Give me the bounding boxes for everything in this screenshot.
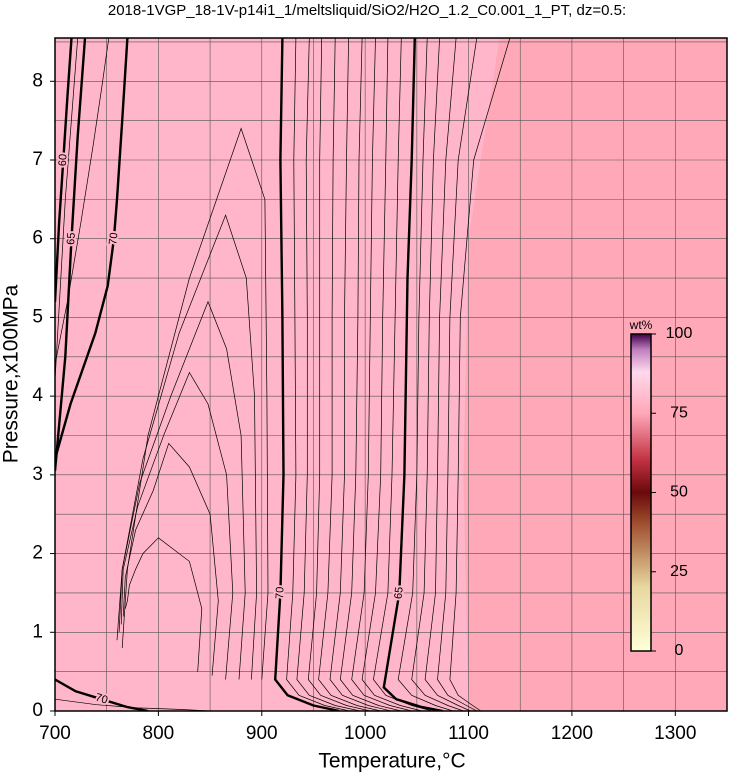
minor-contour [122, 442, 219, 676]
contour-label: 65 [65, 232, 78, 245]
y-tick-label: 1 [32, 621, 43, 642]
major-contour [273, 38, 340, 711]
minor-contour [411, 38, 464, 711]
contour-label: 70 [274, 587, 286, 600]
y-tick-label: 4 [32, 385, 43, 406]
minor-contour [339, 38, 402, 711]
minor-contour [118, 300, 246, 680]
minor-contour [55, 698, 211, 711]
contour-label: 70 [107, 232, 120, 245]
plot-area: 70 65 70 65 60 70 [55, 38, 727, 711]
major-contour [55, 38, 87, 472]
major-contour [55, 38, 73, 302]
chart-title: 2018-1VGP_18-1V-p14i1_1/meltsliquid/SiO2… [108, 2, 626, 19]
minor-contour [286, 38, 350, 711]
contour-label: 70 [94, 692, 109, 707]
x-tick-label: 1000 [344, 723, 386, 744]
contour-label: 65 [393, 586, 406, 599]
colorbar-tick-label: 50 [670, 484, 688, 501]
minor-contour [124, 537, 203, 672]
minor-contour [120, 371, 234, 680]
minor-contour [351, 38, 412, 711]
x-tick-label: 1100 [448, 723, 489, 744]
colorbar-tick-label: 75 [670, 404, 688, 421]
colorbar-tick-label: 25 [670, 563, 688, 580]
minor-contour [55, 38, 79, 381]
x-tick-label: 800 [143, 723, 175, 744]
field-region [55, 38, 500, 711]
minor-contour [296, 38, 361, 711]
minor-contour [437, 38, 478, 711]
plot-frame [54, 37, 728, 712]
x-axis-label: Temperature,°C [318, 750, 465, 773]
minor-contour [121, 127, 269, 680]
y-axis-label: Pressure,x100MPa [0, 284, 23, 463]
x-tick-label: 900 [246, 723, 278, 744]
minor-contour [397, 38, 454, 711]
colorbar-tick-label: 0 [675, 642, 684, 659]
colorbar-tick-label: 100 [666, 325, 693, 342]
minor-contour [55, 38, 110, 365]
colorbar [630, 333, 652, 652]
colorbar-label: wt% [629, 318, 653, 332]
major-contour [55, 38, 129, 460]
contour-label: 60 [57, 153, 70, 166]
x-tick-label: 700 [39, 723, 71, 744]
y-tick-label: 6 [32, 228, 43, 249]
minor-contour [116, 214, 257, 680]
overlay: 700 800 900 1000 1100 1200 1300012345678025507… [32, 37, 728, 744]
minor-contour [424, 38, 471, 711]
minor-contour [361, 38, 423, 711]
minor-contour [449, 38, 511, 711]
y-tick-label: 2 [32, 543, 43, 564]
y-tick-label: 5 [32, 306, 43, 327]
y-tick-label: 8 [32, 70, 43, 91]
y-tick-label: 3 [32, 464, 43, 485]
minor-contour [318, 38, 381, 711]
x-tick-label: 1200 [551, 723, 593, 744]
y-tick-label: 0 [32, 700, 43, 721]
minor-contour [307, 38, 371, 711]
x-tick-label: 1300 [654, 723, 696, 744]
minor-contour [329, 38, 392, 711]
major-contour [55, 678, 149, 711]
y-tick-label: 7 [32, 149, 43, 170]
major-contour [382, 38, 443, 711]
